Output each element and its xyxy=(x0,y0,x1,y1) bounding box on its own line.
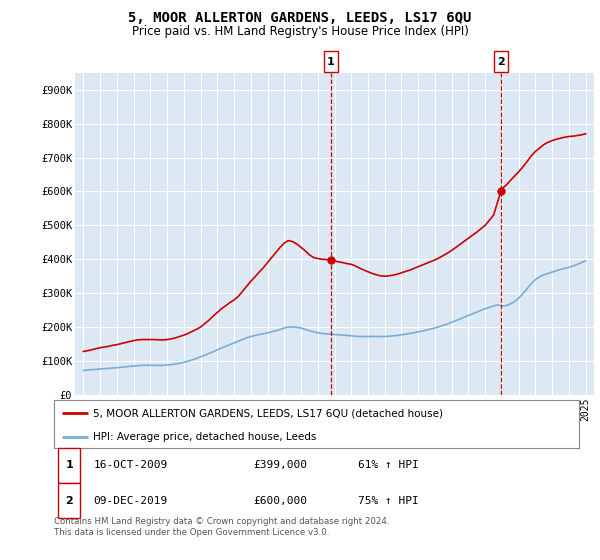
Text: HPI: Average price, detached house, Leeds: HPI: Average price, detached house, Leed… xyxy=(94,432,317,442)
Text: 5, MOOR ALLERTON GARDENS, LEEDS, LS17 6QU (detached house): 5, MOOR ALLERTON GARDENS, LEEDS, LS17 6Q… xyxy=(94,408,443,418)
Text: £600,000: £600,000 xyxy=(254,496,308,506)
Text: Price paid vs. HM Land Registry's House Price Index (HPI): Price paid vs. HM Land Registry's House … xyxy=(131,25,469,38)
Text: Contains HM Land Registry data © Crown copyright and database right 2024.
This d: Contains HM Land Registry data © Crown c… xyxy=(54,517,389,537)
Text: 1: 1 xyxy=(327,57,335,67)
FancyBboxPatch shape xyxy=(58,483,80,518)
Text: 2: 2 xyxy=(497,57,505,67)
FancyBboxPatch shape xyxy=(494,51,508,72)
Text: 61% ↑ HPI: 61% ↑ HPI xyxy=(359,460,419,470)
Text: 1: 1 xyxy=(65,460,73,470)
Text: 16-OCT-2009: 16-OCT-2009 xyxy=(94,460,167,470)
Text: 09-DEC-2019: 09-DEC-2019 xyxy=(94,496,167,506)
FancyBboxPatch shape xyxy=(58,448,80,483)
Text: £399,000: £399,000 xyxy=(254,460,308,470)
Text: 5, MOOR ALLERTON GARDENS, LEEDS, LS17 6QU: 5, MOOR ALLERTON GARDENS, LEEDS, LS17 6Q… xyxy=(128,11,472,25)
FancyBboxPatch shape xyxy=(324,51,338,72)
Text: 2: 2 xyxy=(65,496,73,506)
Text: 75% ↑ HPI: 75% ↑ HPI xyxy=(359,496,419,506)
